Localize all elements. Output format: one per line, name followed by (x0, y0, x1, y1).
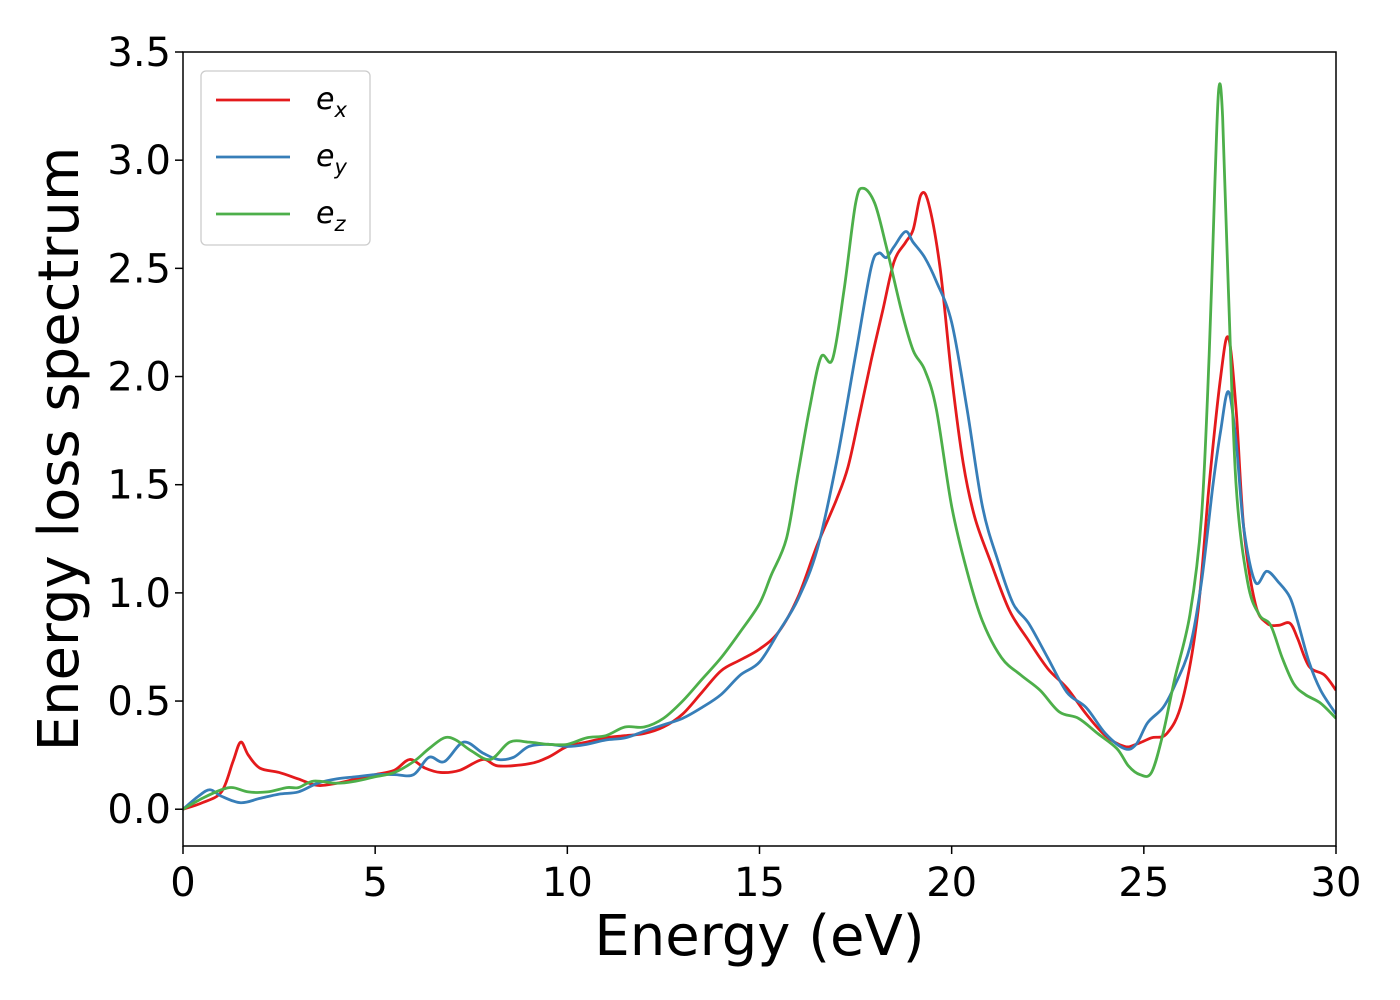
x-tick-label: 25 (1118, 860, 1169, 906)
y-tick-label: 0.0 (107, 787, 171, 833)
y-tick-label: 2.0 (107, 355, 171, 401)
y-tick-label: 0.5 (107, 679, 171, 725)
x-axis-label: Energy (eV) (594, 904, 924, 969)
ticks-layer: 0 5 10 15 20 25 30 0.0 0.5 1.0 1.5 2.0 2.5 3.0 3.5 (107, 30, 1361, 906)
y-tick-label: 1.5 (107, 463, 171, 509)
y-tick-label: 1.0 (107, 571, 171, 617)
y-tick-label: 3.0 (107, 138, 171, 184)
x-tick-label: 0 (170, 860, 195, 906)
y-tick-label: 3.5 (107, 30, 171, 76)
y-tick-label: 2.5 (107, 246, 171, 292)
x-tick-label: 20 (926, 860, 977, 906)
y-axis-label: Energy loss spectrum (27, 147, 92, 752)
x-tick-label: 5 (362, 860, 387, 906)
series-line-e-x (183, 190, 1336, 811)
series-layer (183, 82, 1336, 811)
series-line-e-y (183, 230, 1336, 811)
legend-label-e-x: ex (316, 82, 347, 122)
legend-label-e-y: ey (316, 139, 347, 179)
x-tick-label: 10 (542, 860, 593, 906)
x-tick-label: 15 (734, 860, 785, 906)
x-tick-label: 30 (1311, 860, 1362, 906)
series-line-e-z (183, 82, 1336, 811)
